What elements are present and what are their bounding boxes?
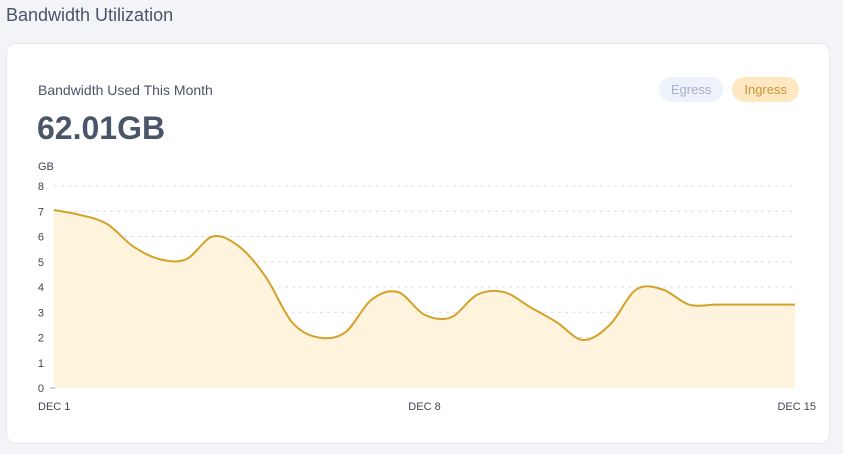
legend: Egress Ingress <box>658 77 799 102</box>
y-tick-label: 1 <box>38 358 44 370</box>
y-tick-label: 5 <box>38 257 44 269</box>
y-tick-label: 8 <box>38 181 44 193</box>
y-axis-ticks: 0 1 2 3 4 5 6 7 8 <box>38 181 44 395</box>
page-title: Bandwidth Utilization <box>6 5 174 25</box>
ingress-line <box>53 209 795 342</box>
y-tick-label: 0 <box>38 383 44 395</box>
x-axis-ticks: DEC 1 DEC 8 DEC 15 <box>38 401 816 413</box>
y-tick-label: 4 <box>38 282 44 294</box>
egress-toggle[interactable]: Egress <box>658 77 724 102</box>
y-tick-label: 3 <box>38 307 44 319</box>
x-tick-label: DEC 1 <box>38 401 70 413</box>
bandwidth-total-value: 62.01GB <box>37 110 166 146</box>
y-tick-label: 6 <box>38 232 44 244</box>
x-tick-label: DEC 8 <box>408 401 440 413</box>
ingress-toggle[interactable]: Ingress <box>732 77 799 102</box>
y-tick-label: 2 <box>38 333 44 345</box>
ingress-area <box>54 209 795 388</box>
y-axis-unit-label: GB <box>38 161 54 173</box>
x-tick-label: DEC 15 <box>777 401 816 413</box>
y-tick-label: 7 <box>38 206 44 218</box>
card-subtitle: Bandwidth Used This Month <box>38 82 213 98</box>
